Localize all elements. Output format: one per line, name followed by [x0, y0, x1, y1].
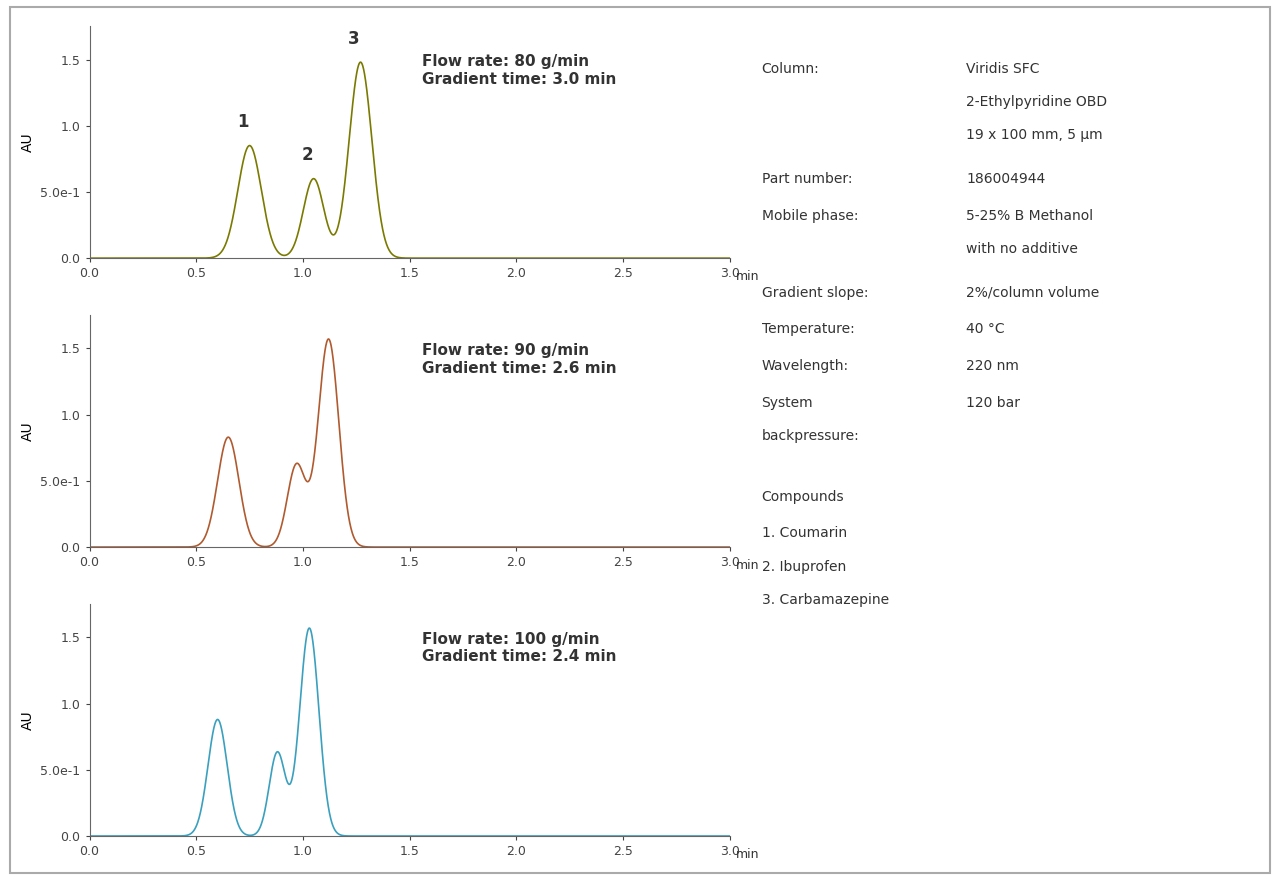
Text: Part number:: Part number:: [762, 172, 852, 186]
Text: 186004944: 186004944: [966, 172, 1046, 186]
Text: 3: 3: [348, 30, 360, 48]
Text: min: min: [736, 559, 759, 572]
Text: Viridis SFC: Viridis SFC: [966, 62, 1039, 76]
Text: Temperature:: Temperature:: [762, 322, 854, 336]
Text: Flow rate: 90 g/min
Gradient time: 2.6 min: Flow rate: 90 g/min Gradient time: 2.6 m…: [422, 343, 617, 376]
Text: System: System: [762, 396, 813, 410]
Text: 19 x 100 mm, 5 μm: 19 x 100 mm, 5 μm: [966, 128, 1103, 143]
Text: min: min: [736, 270, 759, 283]
Text: Flow rate: 100 g/min
Gradient time: 2.4 min: Flow rate: 100 g/min Gradient time: 2.4 …: [422, 632, 617, 664]
Text: Compounds: Compounds: [762, 489, 845, 503]
Text: Gradient slope:: Gradient slope:: [762, 286, 868, 300]
Text: min: min: [736, 848, 759, 861]
Text: Wavelength:: Wavelength:: [762, 359, 849, 373]
Text: 3. Carbamazepine: 3. Carbamazepine: [762, 593, 888, 607]
Text: 5-25% B Methanol: 5-25% B Methanol: [966, 209, 1093, 223]
Text: Mobile phase:: Mobile phase:: [762, 209, 858, 223]
Text: 1: 1: [238, 113, 248, 131]
Text: Flow rate: 80 g/min
Gradient time: 3.0 min: Flow rate: 80 g/min Gradient time: 3.0 m…: [422, 55, 617, 86]
Text: 2%/column volume: 2%/column volume: [966, 286, 1100, 300]
Text: 40 °C: 40 °C: [966, 322, 1005, 336]
Y-axis label: AU: AU: [20, 710, 35, 730]
Text: 2-Ethylpyridine OBD: 2-Ethylpyridine OBD: [966, 95, 1107, 109]
Text: 1. Coumarin: 1. Coumarin: [762, 526, 847, 540]
Text: with no additive: with no additive: [966, 242, 1078, 256]
Y-axis label: AU: AU: [20, 133, 35, 152]
Text: 2. Ibuprofen: 2. Ibuprofen: [762, 560, 846, 574]
Text: Column:: Column:: [762, 62, 819, 76]
Y-axis label: AU: AU: [20, 422, 35, 441]
Text: 2: 2: [301, 146, 314, 164]
Text: 120 bar: 120 bar: [966, 396, 1020, 410]
Text: 220 nm: 220 nm: [966, 359, 1019, 373]
Text: backpressure:: backpressure:: [762, 429, 859, 444]
